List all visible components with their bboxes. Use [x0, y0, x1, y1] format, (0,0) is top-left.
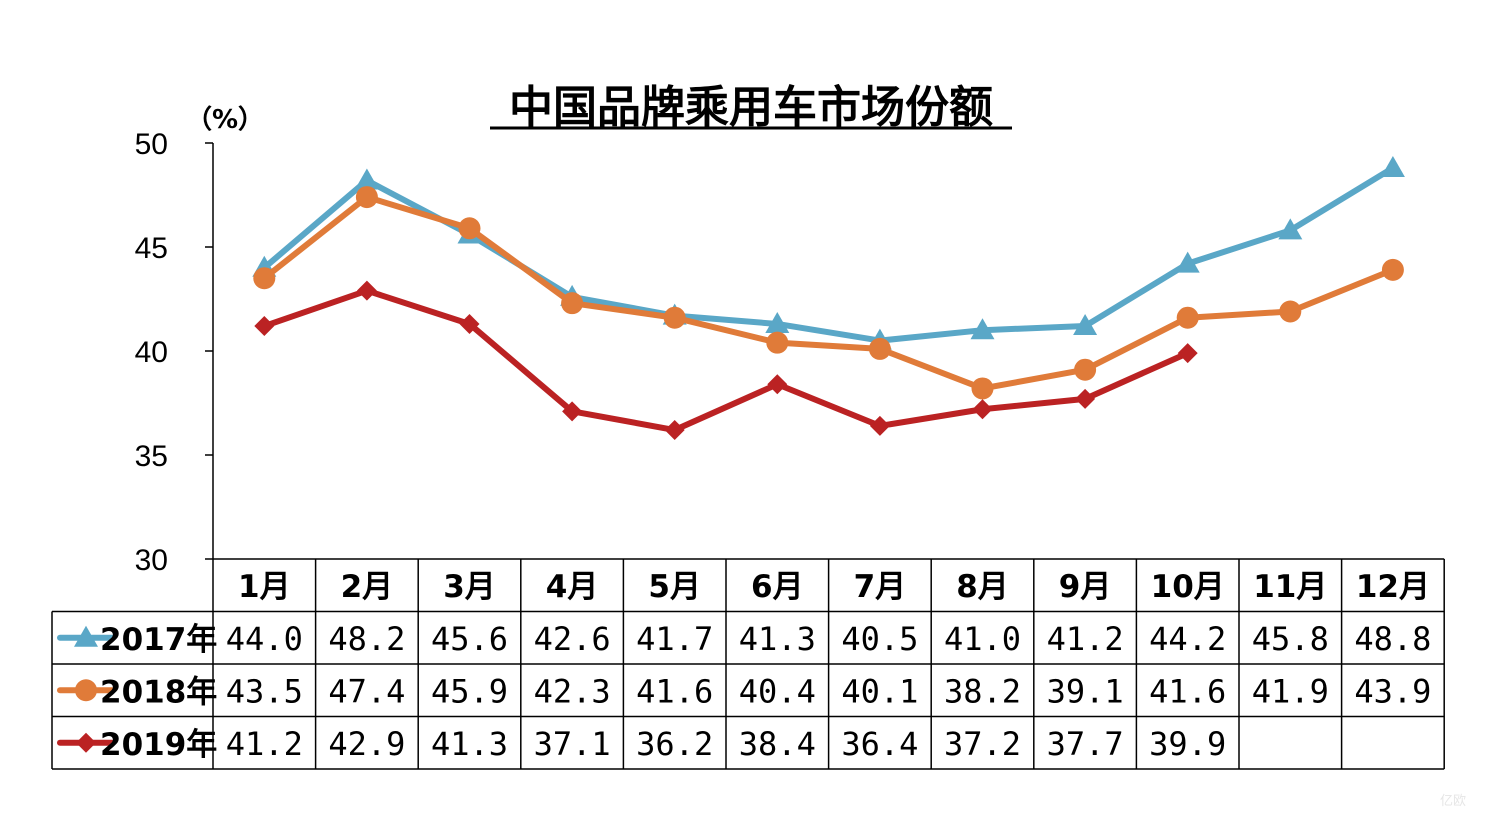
x-category-label: 11月 — [1253, 569, 1327, 605]
series-line — [261, 287, 1191, 434]
data-label: 44.0 — [226, 620, 303, 658]
data-label: 45.6 — [431, 620, 508, 658]
data-label: 40.5 — [841, 620, 918, 658]
y-tick-label: 50 — [135, 128, 168, 161]
data-point-circle — [561, 292, 584, 315]
data-point-circle — [253, 267, 276, 290]
data-point-diamond — [76, 732, 96, 753]
x-category-label: 2月 — [341, 569, 394, 605]
data-label: 38.4 — [739, 725, 816, 763]
data-point-diamond — [1177, 343, 1198, 364]
data-point-circle — [971, 377, 994, 400]
data-label: 39.1 — [1047, 672, 1124, 710]
data-point-diamond — [356, 280, 377, 301]
data-point-diamond — [562, 401, 583, 422]
data-point-triangle — [74, 625, 98, 647]
data-point-circle — [1074, 358, 1097, 381]
data-label: 37.1 — [534, 725, 611, 763]
data-point-triangle — [354, 168, 379, 190]
data-point-circle — [663, 306, 686, 329]
data-label: 42.9 — [328, 725, 405, 763]
x-category-label: 4月 — [546, 569, 599, 605]
x-category-label: 8月 — [956, 569, 1009, 605]
chart-title: 中国品牌乘用车市场份额 — [509, 82, 993, 133]
data-label: 41.2 — [226, 725, 303, 763]
data-label: 41.7 — [636, 620, 713, 658]
data-label: 41.2 — [1047, 620, 1124, 658]
y-tick-label: 40 — [135, 336, 168, 369]
data-label: 43.5 — [226, 672, 303, 710]
data-label: 37.7 — [1047, 725, 1124, 763]
y-tick-label: 30 — [135, 544, 168, 577]
y-axis: 50 45 40 35 30 — [135, 128, 214, 577]
data-point-circle — [1176, 306, 1199, 329]
x-category-label: 3月 — [443, 569, 496, 605]
data-label: 42.3 — [534, 672, 611, 710]
data-label: 40.1 — [841, 672, 918, 710]
legend-label: 2019年 — [100, 727, 217, 763]
legend-label: 2017年 — [100, 622, 217, 658]
data-point-circle — [868, 337, 891, 360]
data-point-triangle — [970, 318, 995, 340]
y-tick-label: 35 — [135, 440, 168, 473]
data-label: 44.2 — [1149, 620, 1226, 658]
data-label: 40.4 — [739, 672, 816, 710]
data-point-triangle — [1278, 218, 1303, 240]
plot-area — [252, 155, 1405, 441]
data-label: 41.3 — [431, 725, 508, 763]
watermark: 亿欧 — [1440, 794, 1466, 809]
data-point-diamond — [767, 374, 788, 395]
series-2017年 — [252, 155, 1405, 350]
data-point-circle — [355, 186, 378, 209]
data-point-diamond — [869, 415, 890, 436]
data-label: 41.9 — [1252, 672, 1329, 710]
y-unit-label: （%） — [186, 105, 264, 135]
data-point-diamond — [664, 420, 685, 441]
legend-label: 2018年 — [100, 674, 217, 710]
data-label: 41.3 — [739, 620, 816, 658]
series-2018年 — [253, 186, 1404, 400]
x-category-label: 7月 — [854, 569, 907, 605]
data-point-triangle — [1175, 251, 1200, 273]
data-point-triangle — [1380, 155, 1405, 177]
x-category-label: 1月 — [238, 569, 291, 605]
data-point-circle — [766, 331, 789, 354]
data-label: 41.0 — [944, 620, 1021, 658]
data-table: 1月 2月 3月 4月 5月 6月 7月 8月 9月 10月 11月 12月 2017年 44.0 48.2… — [51, 558, 1445, 770]
series-line — [261, 194, 1396, 392]
x-category-label: 6月 — [751, 569, 804, 605]
data-point-circle — [1279, 300, 1302, 323]
y-tick-label: 45 — [135, 232, 168, 265]
data-label: 45.8 — [1252, 620, 1329, 658]
data-label: 38.2 — [944, 672, 1021, 710]
data-label: 48.2 — [328, 620, 405, 658]
x-category-label: 5月 — [648, 569, 701, 605]
data-label: 37.2 — [944, 725, 1021, 763]
series-2019年 — [254, 280, 1198, 441]
data-label: 45.9 — [431, 672, 508, 710]
data-label: 41.6 — [1149, 672, 1226, 710]
data-point-triangle — [1073, 314, 1098, 336]
data-point-circle — [75, 679, 97, 702]
x-category-label: 9月 — [1059, 569, 1112, 605]
x-category-label: 10月 — [1151, 569, 1225, 605]
data-point-diamond — [459, 313, 480, 334]
data-label: 36.4 — [841, 725, 918, 763]
data-label: 36.2 — [636, 725, 713, 763]
data-label: 42.6 — [534, 620, 611, 658]
data-point-diamond — [1075, 388, 1096, 409]
data-label: 39.9 — [1149, 725, 1226, 763]
data-point-circle — [1381, 258, 1404, 281]
data-label: 48.8 — [1354, 620, 1431, 658]
data-label: 41.6 — [636, 672, 713, 710]
x-category-label: 12月 — [1356, 569, 1430, 605]
data-point-circle — [458, 217, 481, 240]
data-point-diamond — [972, 399, 993, 420]
data-label: 47.4 — [328, 672, 405, 710]
data-label: 43.9 — [1354, 672, 1431, 710]
data-point-triangle — [765, 311, 790, 333]
data-point-diamond — [254, 316, 275, 337]
